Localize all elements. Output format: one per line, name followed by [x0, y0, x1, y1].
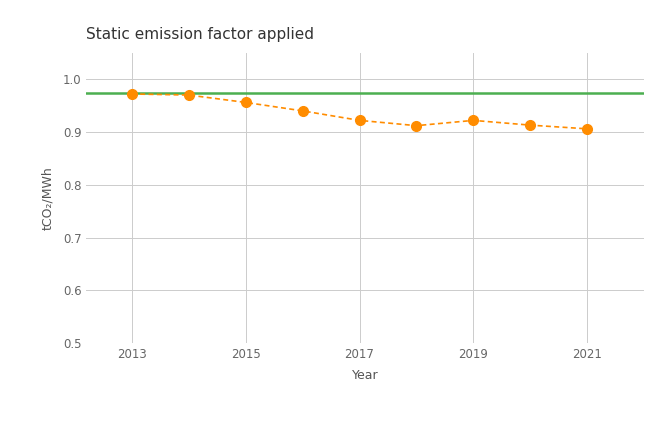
- Y-axis label: tCO₂/MWh: tCO₂/MWh: [42, 166, 54, 230]
- X-axis label: Year: Year: [352, 370, 378, 382]
- Text: Static emission factor applied: Static emission factor applied: [86, 27, 314, 42]
